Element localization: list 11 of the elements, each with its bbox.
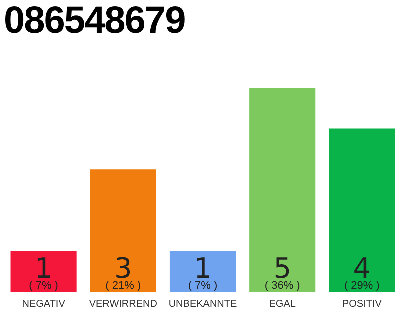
x-tick-label: NEGATIV — [22, 298, 66, 310]
chart-title: 086548679 — [4, 0, 186, 43]
bar — [329, 128, 396, 292]
x-tick-label: UNBEKANNTE — [168, 298, 238, 310]
x-tick-label: EGAL — [269, 298, 296, 310]
bar — [170, 251, 236, 292]
bar — [10, 251, 77, 292]
bar — [250, 88, 316, 292]
x-tick-label: VERWIRREND — [89, 298, 158, 310]
x-tick-label: POSITIV — [342, 298, 382, 310]
bar — [90, 170, 156, 292]
